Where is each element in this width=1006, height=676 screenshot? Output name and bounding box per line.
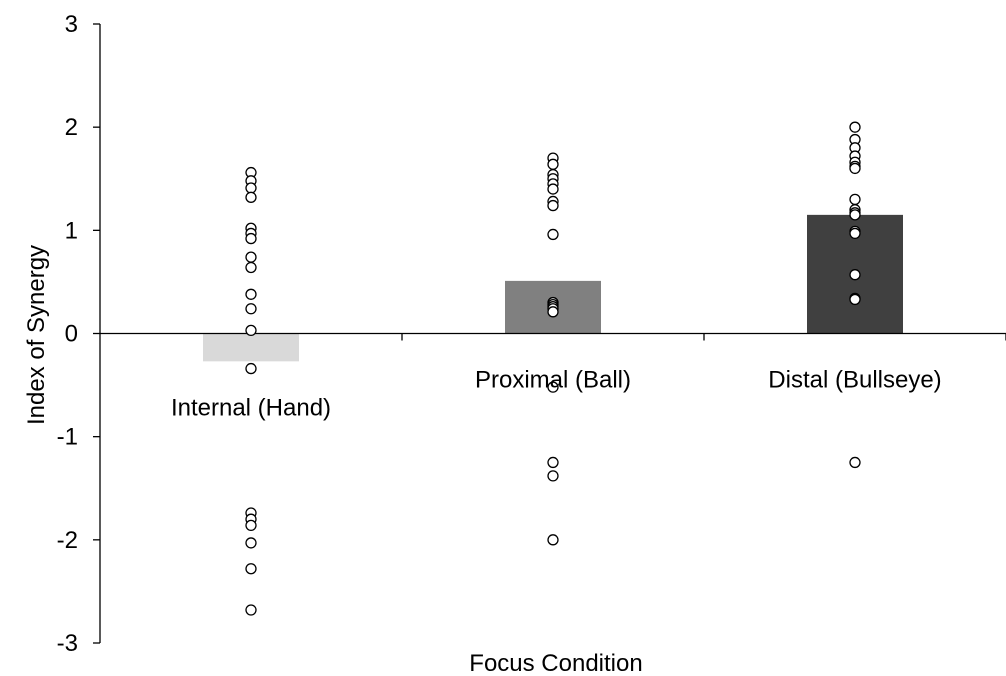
data-point bbox=[849, 193, 861, 206]
data-point bbox=[849, 121, 861, 133]
category-label: Proximal (Ball) bbox=[475, 367, 631, 394]
data-point bbox=[245, 324, 257, 337]
category-label: Distal (Bullseye) bbox=[768, 367, 941, 394]
y-tick-label: 3 bbox=[65, 11, 78, 38]
data-point bbox=[849, 456, 861, 469]
data-point bbox=[245, 362, 257, 375]
data-point bbox=[245, 191, 257, 203]
y-tick-label: -2 bbox=[57, 527, 78, 554]
data-point bbox=[245, 288, 257, 300]
data-point bbox=[245, 537, 257, 549]
data-point bbox=[547, 306, 559, 318]
y-axis-title: Index of Synergy bbox=[23, 245, 50, 425]
data-point bbox=[547, 158, 559, 170]
data-point bbox=[547, 381, 559, 393]
y-tick-label: -1 bbox=[57, 424, 78, 451]
plot-area: 3 2 1 0 -1 -2 -3 Internal (Hand) Proximal (Ball)… bbox=[57, 11, 1006, 657]
data-point bbox=[245, 251, 257, 263]
data-point bbox=[245, 303, 257, 315]
data-point bbox=[547, 183, 559, 195]
y-tick-label: 1 bbox=[65, 217, 78, 244]
data-point bbox=[547, 456, 559, 469]
data-point bbox=[547, 534, 559, 546]
data-point bbox=[245, 261, 257, 274]
category-label: Internal (Hand) bbox=[171, 394, 331, 421]
data-point bbox=[849, 293, 861, 306]
data-point bbox=[547, 199, 559, 212]
data-point bbox=[849, 227, 861, 240]
data-point bbox=[245, 182, 257, 194]
data-point bbox=[245, 604, 257, 616]
y-tick-label: 0 bbox=[65, 321, 78, 348]
x-axis-title: Focus Condition bbox=[469, 650, 642, 676]
data-point bbox=[547, 470, 559, 482]
data-point bbox=[849, 269, 861, 281]
data-point bbox=[849, 162, 861, 175]
y-tick-label: 2 bbox=[65, 114, 78, 141]
bar-0 bbox=[203, 333, 299, 362]
data-point bbox=[547, 228, 559, 241]
y-tick-label: -3 bbox=[57, 630, 78, 657]
data-point bbox=[245, 232, 257, 245]
data-point bbox=[245, 519, 257, 532]
data-point bbox=[245, 563, 257, 575]
data-point bbox=[849, 209, 861, 221]
